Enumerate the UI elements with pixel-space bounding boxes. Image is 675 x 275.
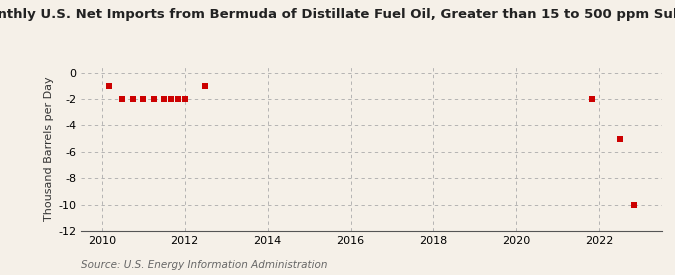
Point bbox=[628, 202, 639, 207]
Point bbox=[200, 84, 211, 88]
Point bbox=[103, 84, 114, 88]
Point bbox=[148, 97, 159, 101]
Point bbox=[128, 97, 138, 101]
Point bbox=[172, 97, 183, 101]
Point bbox=[587, 97, 597, 101]
Text: Monthly U.S. Net Imports from Bermuda of Distillate Fuel Oil, Greater than 15 to: Monthly U.S. Net Imports from Bermuda of… bbox=[0, 8, 675, 21]
Point bbox=[117, 97, 128, 101]
Point bbox=[180, 97, 190, 101]
Text: Source: U.S. Energy Information Administration: Source: U.S. Energy Information Administ… bbox=[81, 260, 327, 270]
Y-axis label: Thousand Barrels per Day: Thousand Barrels per Day bbox=[44, 76, 54, 221]
Point bbox=[615, 136, 626, 141]
Point bbox=[138, 97, 148, 101]
Point bbox=[159, 97, 169, 101]
Point bbox=[165, 97, 176, 101]
